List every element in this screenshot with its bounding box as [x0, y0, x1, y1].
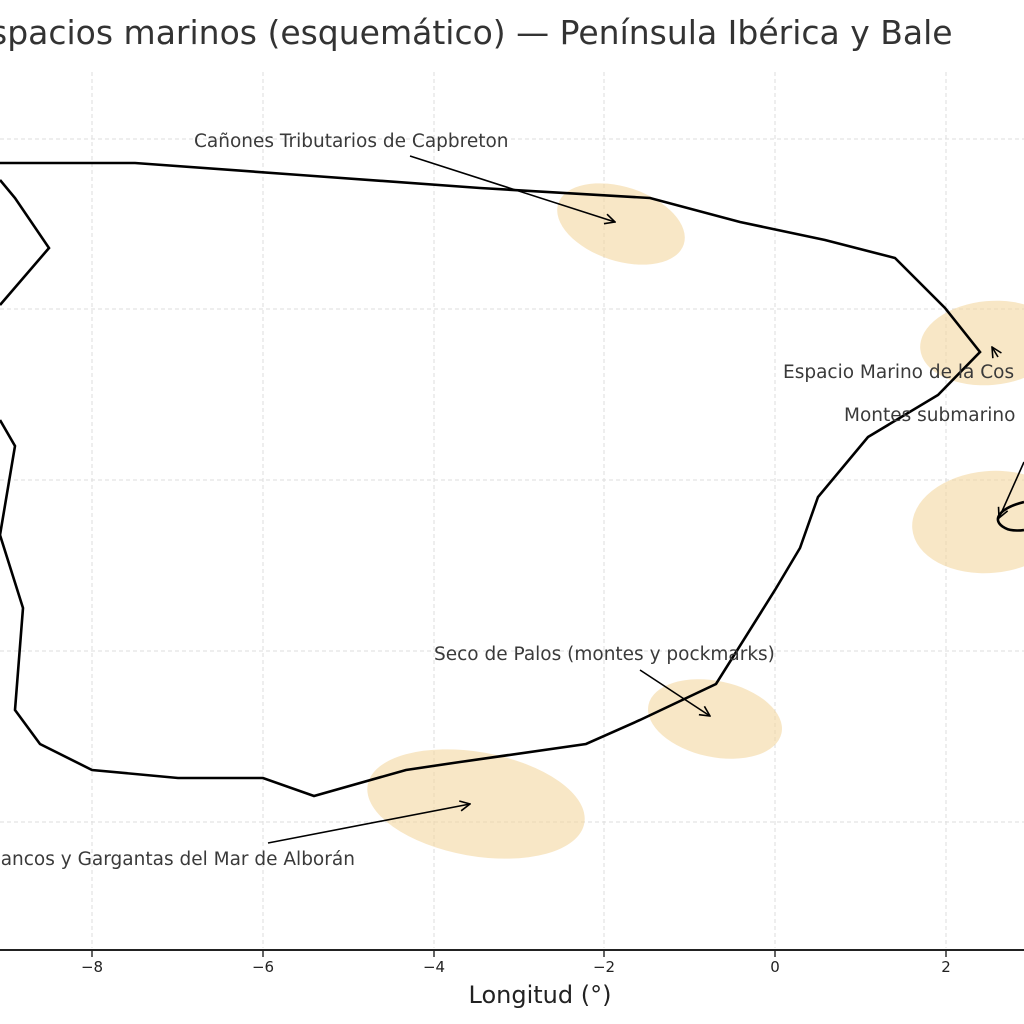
label-alboran: Bancos y Gargantas del Mar de Alborán [0, 849, 355, 870]
arrow-seco-de-palos [639, 669, 710, 716]
x-tick-label: 0 [770, 958, 780, 976]
arrow-costa [992, 347, 998, 357]
zone-alboran [367, 749, 585, 859]
annotation-arrows [267, 155, 1024, 844]
zone-montes-submarinos [912, 470, 1024, 574]
x-axis-label: Longitud (°) [469, 981, 612, 1009]
x-tick-label: −4 [423, 958, 445, 976]
zone-capbreton [557, 183, 685, 265]
chart-title: spacios marinos (esquemático) — Penínsul… [0, 13, 953, 52]
label-seco-de-palos: Seco de Palos (montes y pockmarks) [434, 644, 775, 665]
x-tick-label: −8 [81, 958, 103, 976]
arrow-alboran [267, 804, 470, 844]
arrow-capbreton [409, 155, 615, 222]
x-tick-label: 2 [941, 958, 951, 976]
arrow-montes [999, 461, 1024, 518]
x-tick-label: −6 [252, 958, 274, 976]
label-montes-submarinos: Montes submarino [844, 405, 1015, 426]
label-capbreton: Cañones Tributarios de Capbreton [194, 131, 509, 152]
x-tick-label: −2 [593, 958, 615, 976]
label-costa: Espacio Marino de la Cos [783, 362, 1014, 383]
marine-zones [367, 183, 1024, 859]
annotation-labels: Cañones Tributarios de Capbreton Espacio… [0, 131, 1015, 870]
x-axis: −8 −6 −4 −2 0 2 Longitud (°) [0, 949, 1024, 1009]
